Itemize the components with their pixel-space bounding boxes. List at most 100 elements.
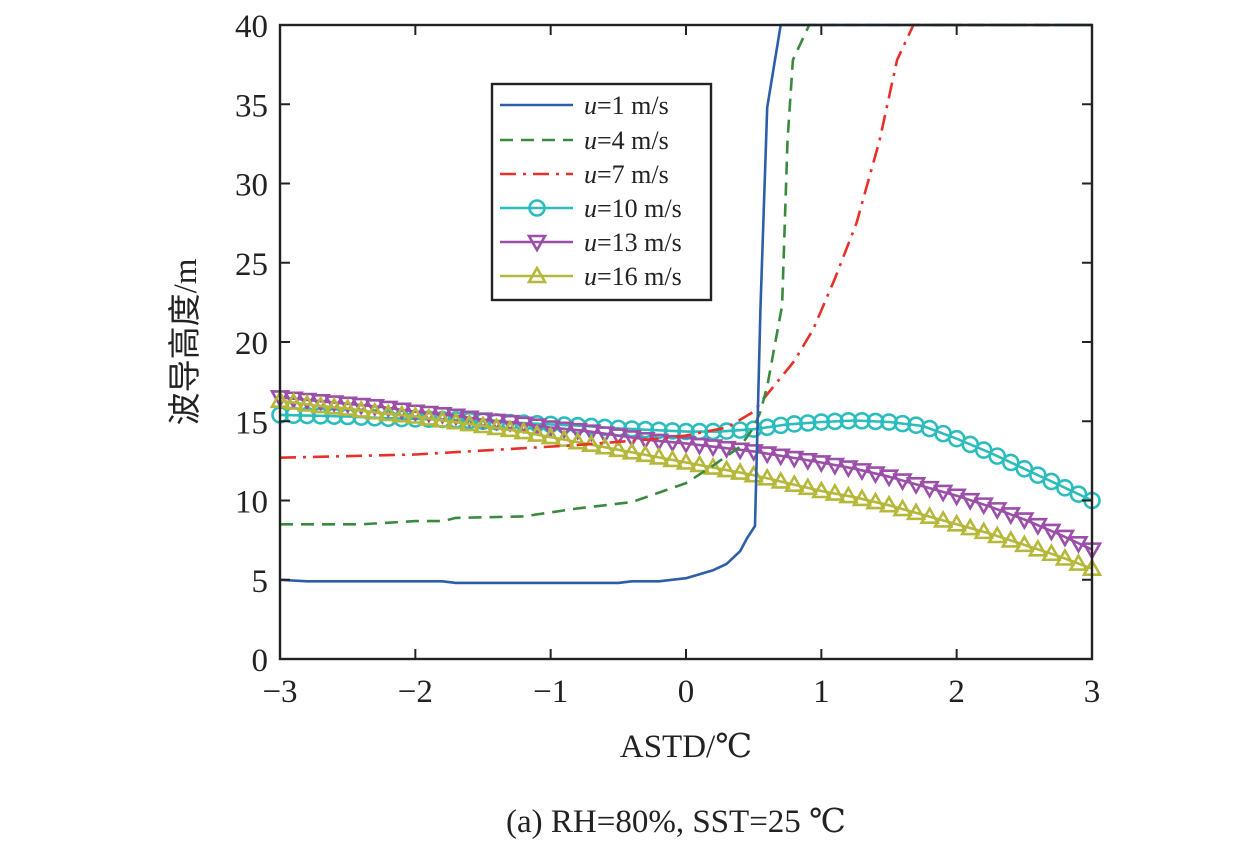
legend-label-var: u xyxy=(584,228,597,257)
marker-circle xyxy=(785,415,804,433)
marker-circle xyxy=(826,412,844,431)
marker-triangle-up xyxy=(1027,538,1049,557)
marker-triangle-up xyxy=(662,449,683,468)
marker-triangle-down xyxy=(824,457,846,476)
series-line xyxy=(280,23,1092,526)
y-tick-label: 5 xyxy=(252,564,269,600)
marker-circle xyxy=(663,422,682,440)
marker-triangle-down xyxy=(540,420,561,439)
legend-label: u=10 m/s xyxy=(584,194,682,223)
marker-triangle-down xyxy=(1027,517,1049,536)
legend-label-rest: =4 m/s xyxy=(597,126,669,155)
marker-triangle-up xyxy=(743,464,764,483)
marker-triangle-down xyxy=(459,410,480,429)
marker-triangle-up xyxy=(811,480,832,499)
marker-circle xyxy=(866,412,885,431)
marker-triangle-up xyxy=(540,426,561,445)
y-tick-label: 35 xyxy=(235,88,268,124)
marker-circle xyxy=(650,421,668,440)
y-tick-label: 40 xyxy=(235,9,268,45)
marker-circle xyxy=(717,422,736,440)
marker-triangle-up xyxy=(892,498,913,517)
marker-triangle-down xyxy=(499,414,521,433)
series-line xyxy=(279,396,1093,551)
legend-label: u=7 m/s xyxy=(584,160,669,189)
x-tick-label: −1 xyxy=(533,674,568,710)
marker-circle xyxy=(798,414,817,432)
marker-triangle-down xyxy=(594,426,616,445)
marker-triangle-up xyxy=(486,417,507,436)
y-tick-label: 20 xyxy=(235,326,268,362)
marker-triangle-down xyxy=(364,399,385,417)
marker-triangle-down xyxy=(310,393,331,412)
marker-triangle-up xyxy=(919,506,940,524)
marker-circle xyxy=(528,199,546,217)
legend-label-rest: =13 m/s xyxy=(597,228,682,257)
series-line xyxy=(279,413,1093,502)
plot-area xyxy=(269,23,1103,585)
marker-circle xyxy=(636,420,655,439)
legend-entry: u=1 m/s xyxy=(500,91,669,120)
legend-label: u=13 m/s xyxy=(584,228,682,257)
marker-triangle-down xyxy=(526,234,548,253)
marker-triangle-up xyxy=(608,439,629,458)
marker-triangle-down xyxy=(865,466,886,485)
marker-triangle-up xyxy=(526,265,548,284)
marker-triangle-down xyxy=(337,396,358,415)
marker-triangle-up xyxy=(553,429,575,447)
marker-circle xyxy=(704,422,722,441)
marker-triangle-down xyxy=(567,422,588,441)
marker-triangle-up xyxy=(1068,552,1089,571)
marker-triangle-down xyxy=(1041,523,1062,542)
series-line xyxy=(279,399,1093,570)
legend-label-rest: =1 m/s xyxy=(597,91,669,120)
marker-triangle-down xyxy=(553,421,575,440)
marker-triangle-up xyxy=(621,441,643,460)
marker-circle xyxy=(731,421,749,439)
marker-triangle-up xyxy=(987,525,1008,544)
marker-triangle-down xyxy=(919,480,940,499)
marker-triangle-up xyxy=(499,419,521,438)
marker-triangle-down xyxy=(608,428,629,447)
series-line xyxy=(279,23,1092,585)
marker-triangle-down xyxy=(878,469,900,488)
x-tick-label: −2 xyxy=(398,674,433,710)
marker-triangle-down xyxy=(932,484,954,503)
legend-label-var: u xyxy=(584,262,597,291)
marker-triangle-down xyxy=(418,405,440,424)
marker-circle xyxy=(839,411,858,430)
legend-entry: u=16 m/s xyxy=(500,262,682,291)
marker-triangle-down xyxy=(987,502,1008,520)
series-u-4-m-s xyxy=(280,23,1092,526)
marker-triangle-up xyxy=(567,431,588,450)
marker-triangle-up xyxy=(959,517,981,536)
marker-circle xyxy=(812,413,831,431)
marker-triangle-up xyxy=(635,444,656,463)
marker-triangle-up xyxy=(418,407,440,426)
marker-triangle-down xyxy=(1014,512,1035,531)
marker-triangle-up xyxy=(283,391,304,410)
marker-triangle-down xyxy=(1054,529,1076,548)
marker-triangle-down xyxy=(811,455,832,474)
legend-label-rest: =16 m/s xyxy=(597,262,682,291)
marker-triangle-up xyxy=(432,409,453,428)
marker-triangle-up xyxy=(310,395,331,414)
legend: u=1 m/su=4 m/su=7 m/su=10 m/su=13 m/su=1… xyxy=(490,82,713,302)
marker-triangle-down xyxy=(472,412,494,431)
marker-triangle-down xyxy=(445,408,467,427)
marker-triangle-up xyxy=(824,482,846,501)
marker-triangle-down xyxy=(581,424,602,443)
marker-triangle-down xyxy=(323,395,345,414)
marker-triangle-down xyxy=(513,416,534,435)
marker-triangle-up xyxy=(337,397,358,416)
marker-triangle-up xyxy=(350,399,372,418)
marker-triangle-down xyxy=(675,436,697,455)
marker-triangle-down xyxy=(756,446,778,465)
marker-triangle-up xyxy=(526,423,548,442)
legend-label-var: u xyxy=(584,126,597,155)
x-tick-label: 2 xyxy=(948,674,965,710)
y-tick-label: 25 xyxy=(235,247,268,283)
marker-triangle-down xyxy=(350,397,372,416)
marker-triangle-up xyxy=(472,415,494,434)
